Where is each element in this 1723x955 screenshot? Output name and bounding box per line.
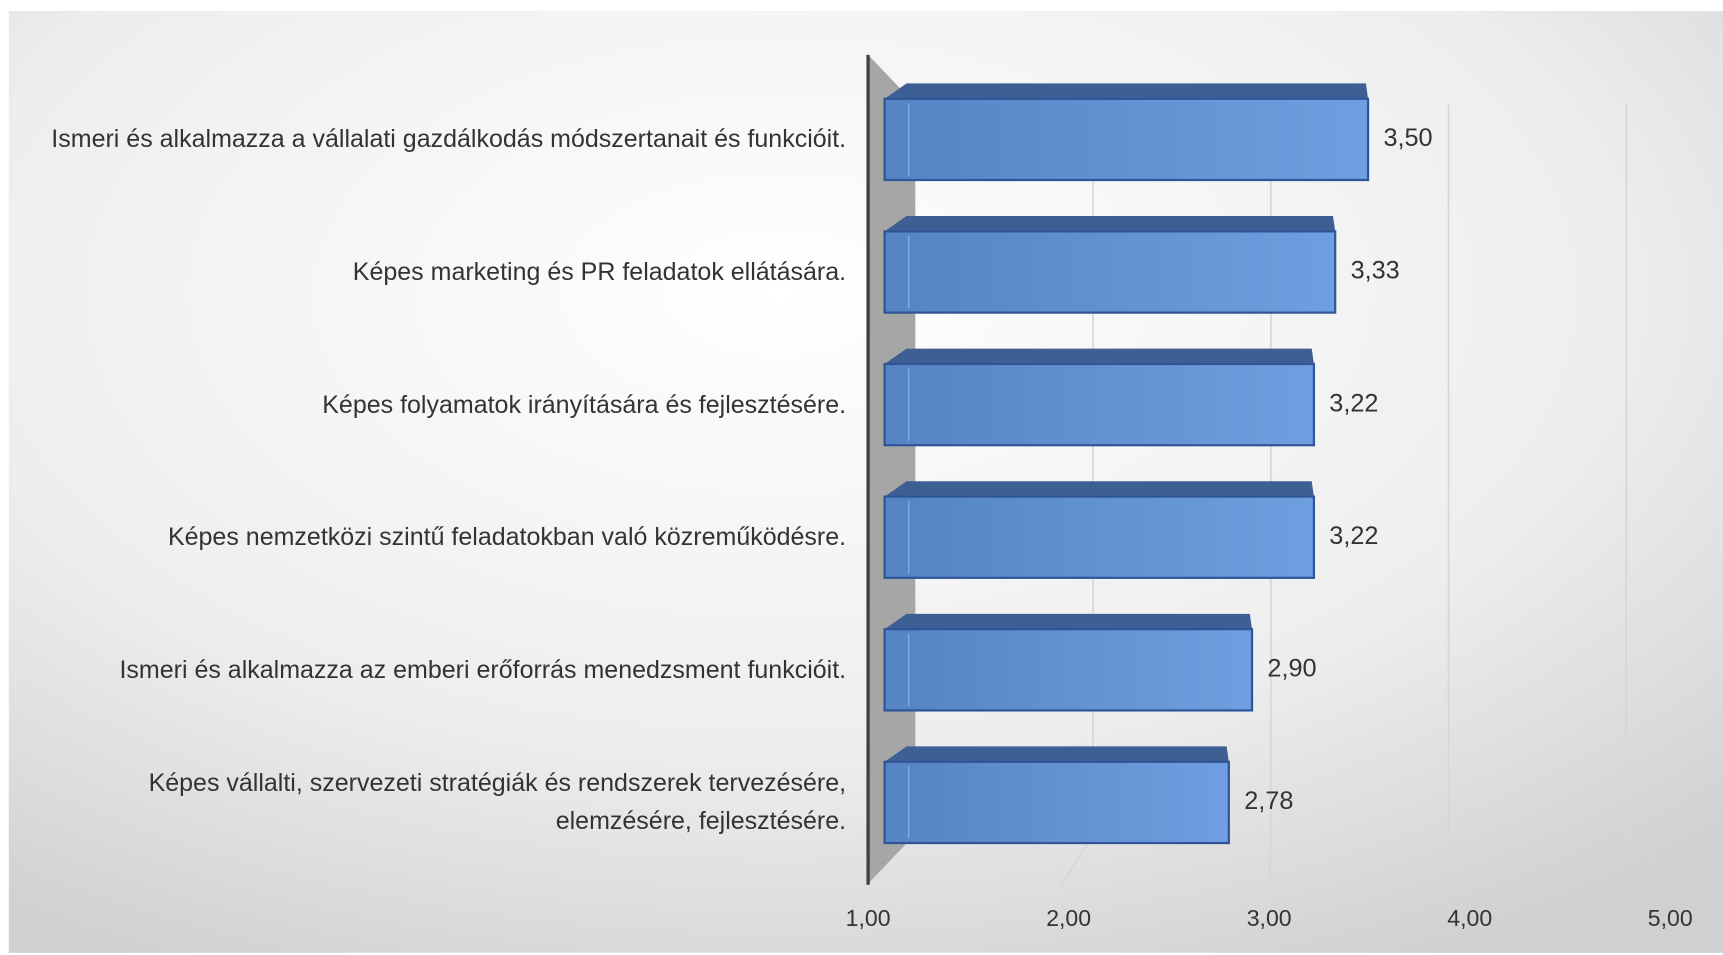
category-label: Képes marketing és PR feladatok ellátásá… [352, 258, 847, 286]
bar-top [884, 83, 1369, 99]
grid-line [1447, 104, 1479, 888]
category-label: Képes vállalti, szervezeti stratégiák és… [148, 769, 847, 836]
bar-top [884, 746, 1229, 762]
value-label: 2,78 [1244, 787, 1293, 815]
bar [883, 216, 1337, 314]
x-tick-label: 3,00 [1247, 905, 1292, 931]
x-tick-label: 1,00 [846, 905, 891, 931]
value-label: 3,33 [1351, 257, 1400, 285]
bar-face [883, 760, 1230, 845]
bar [883, 613, 1254, 712]
bar [883, 348, 1316, 447]
bar [883, 83, 1370, 182]
category-label: Ismeri és alkalmazza a vállalati gazdálk… [51, 125, 847, 154]
bar [883, 481, 1316, 579]
bar-face [883, 97, 1370, 182]
value-label: 2,90 [1267, 654, 1316, 682]
value-label: 3,50 [1383, 124, 1432, 152]
bar-face [883, 362, 1316, 447]
category-label: Képes nemzetközi szintű feladatokban val… [167, 523, 847, 552]
value-label: 3,22 [1329, 389, 1378, 417]
bar [883, 746, 1230, 845]
x-tick-label: 5,00 [1648, 905, 1693, 931]
bar-face [883, 628, 1254, 712]
category-label: Képes folyamatok irányítására és fejlesz… [322, 390, 847, 419]
x-tick-label: 2,00 [1046, 905, 1091, 931]
bar-top [884, 613, 1253, 630]
bar-face [883, 230, 1337, 314]
grid-line [1268, 104, 1272, 887]
bar-top [884, 216, 1336, 232]
x-tick-label: 4,00 [1447, 905, 1492, 931]
value-label: 3,22 [1329, 522, 1378, 550]
bar-top [884, 348, 1314, 364]
category-label: Ismeri és alkalmazza az emberi erőforrás… [119, 655, 847, 684]
bar-top [884, 481, 1314, 497]
grid-line [1625, 104, 1688, 888]
bar-face [883, 495, 1316, 579]
plot-background [8, 10, 1723, 953]
